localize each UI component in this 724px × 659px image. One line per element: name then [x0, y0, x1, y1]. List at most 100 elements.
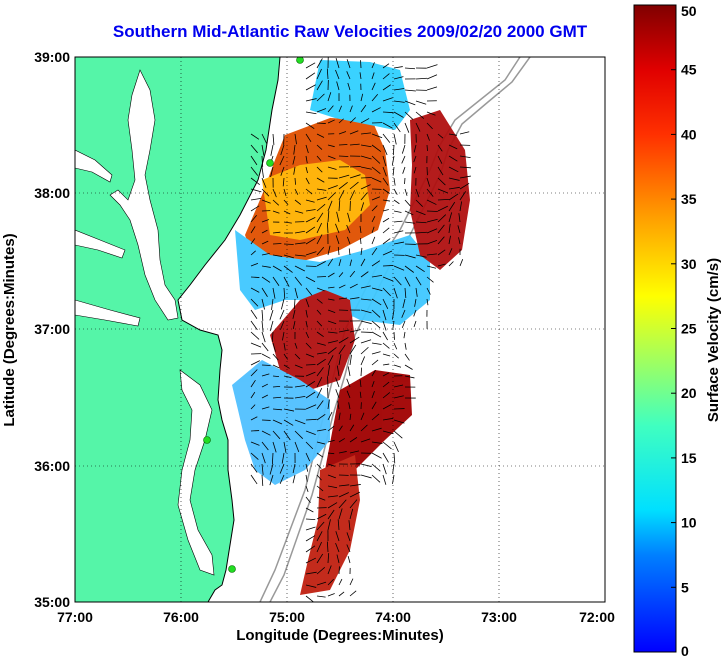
- velocity-arrow: [338, 284, 346, 289]
- velocity-arrow: [327, 509, 335, 520]
- velocity-arrow: [371, 155, 381, 164]
- velocity-arrow: [382, 84, 391, 91]
- velocity-arrow: [316, 531, 323, 542]
- velocity-arrow: [382, 309, 387, 321]
- velocity-arrow: [327, 578, 334, 586]
- velocity-arrow: [382, 97, 393, 102]
- velocity-arrow: [292, 474, 296, 484]
- velocity-arrow: [261, 177, 267, 188]
- velocity-arrow: [316, 474, 322, 481]
- velocity-arrow: [382, 381, 390, 388]
- velocity-arrow: [272, 133, 275, 145]
- velocity-arrow: [261, 309, 264, 321]
- velocity-arrow: [316, 309, 322, 315]
- velocity-arrow: [272, 353, 279, 361]
- velocity-arrow: [349, 590, 357, 597]
- velocity-arrow: [261, 144, 265, 156]
- velocity-arrow: [338, 508, 343, 520]
- velocity-arrow: [316, 261, 326, 267]
- velocity-arrow: [360, 202, 365, 212]
- velocity-arrow: [415, 254, 427, 258]
- velocity-arrow: [316, 581, 327, 586]
- velocity-arrow: [437, 188, 449, 194]
- velocity-arrow: [283, 375, 292, 379]
- velocity-arrow: [382, 155, 387, 167]
- velocity-arrow: [415, 199, 424, 207]
- velocity-arrow: [270, 144, 274, 156]
- velocity-arrow: [327, 519, 331, 531]
- velocity-arrow: [294, 276, 303, 286]
- low-velocity-south: [232, 360, 330, 485]
- velocity-arrow: [382, 122, 393, 129]
- velocity-arrow: [426, 228, 438, 234]
- low-velocity-mid: [235, 230, 430, 325]
- velocity-arrow: [393, 419, 405, 424]
- velocity-arrow: [448, 248, 453, 256]
- velocity-arrow: [414, 298, 417, 307]
- velocity-arrow: [335, 69, 340, 80]
- velocity-arrow: [437, 249, 446, 256]
- velocity-arrow: [250, 298, 259, 307]
- velocity-arrow: [426, 64, 438, 69]
- velocity-arrow: [392, 474, 395, 485]
- velocity-arrow: [305, 507, 314, 513]
- velocity-arrow: [371, 72, 375, 80]
- velocity-arrow: [382, 430, 394, 435]
- velocity-arrow: [393, 76, 404, 80]
- velocity-arrow: [250, 452, 259, 460]
- velocity-arrow: [338, 484, 350, 487]
- colorbar-tick-label: 20: [681, 385, 697, 401]
- velocity-arrow: [327, 411, 333, 421]
- velocity-arrow: [404, 177, 406, 185]
- velocity-arrow: [272, 441, 277, 453]
- velocity-arrow: [371, 427, 382, 432]
- velocity-arrow: [261, 276, 271, 283]
- velocity-arrow: [305, 418, 317, 421]
- velocity-arrow: [371, 215, 376, 223]
- velocity-arrow: [272, 188, 277, 198]
- velocity-arrow: [349, 354, 352, 366]
- velocity-arrow: [335, 58, 340, 69]
- velocity-arrow: [360, 271, 369, 278]
- velocity-arrow: [382, 111, 394, 114]
- velocity-arrow: [250, 287, 260, 293]
- velocity-arrow: [347, 82, 351, 91]
- velocity-arrow: [294, 199, 302, 205]
- velocity-arrow: [382, 63, 390, 69]
- velocity-arrow: [404, 276, 411, 287]
- velocity-arrow: [382, 199, 391, 202]
- velocity-arrow: [382, 441, 392, 450]
- velocity-arrow: [250, 391, 256, 399]
- velocity-arrow: [316, 351, 327, 355]
- velocity-arrow: [426, 298, 429, 306]
- velocity-arrow: [305, 62, 316, 69]
- velocity-arrow: [338, 297, 348, 300]
- velocity-arrow: [336, 81, 340, 91]
- velocity-arrow: [360, 177, 372, 179]
- velocity-arrow: [371, 441, 383, 444]
- velocity-arrow: [272, 375, 280, 377]
- velocity-arrow: [338, 200, 341, 212]
- velocity-arrow: [360, 367, 362, 377]
- colorbar-gradient: [633, 4, 677, 653]
- velocity-arrow: [360, 320, 372, 325]
- velocity-arrow: [371, 359, 379, 366]
- velocity-arrow: [261, 452, 266, 464]
- velocity-arrow: [338, 259, 342, 267]
- velocity-arrow: [346, 532, 351, 542]
- velocity-arrow: [294, 265, 305, 272]
- velocity-arrow: [270, 166, 274, 178]
- velocity-arrow: [404, 199, 411, 207]
- velocity-arrow: [448, 223, 451, 234]
- velocity-vectors: [250, 57, 471, 602]
- velocity-arrow: [401, 144, 406, 154]
- velocity-arrow: [250, 463, 258, 473]
- velocity-arrow: [360, 346, 369, 355]
- velocity-arrow: [283, 221, 292, 224]
- velocity-arrow: [371, 236, 376, 245]
- velocity-arrow: [327, 166, 337, 170]
- velocity-arrow: [269, 463, 274, 475]
- velocity-arrow: [393, 452, 396, 464]
- velocity-arrow: [393, 342, 398, 350]
- velocity-arrow: [382, 298, 389, 309]
